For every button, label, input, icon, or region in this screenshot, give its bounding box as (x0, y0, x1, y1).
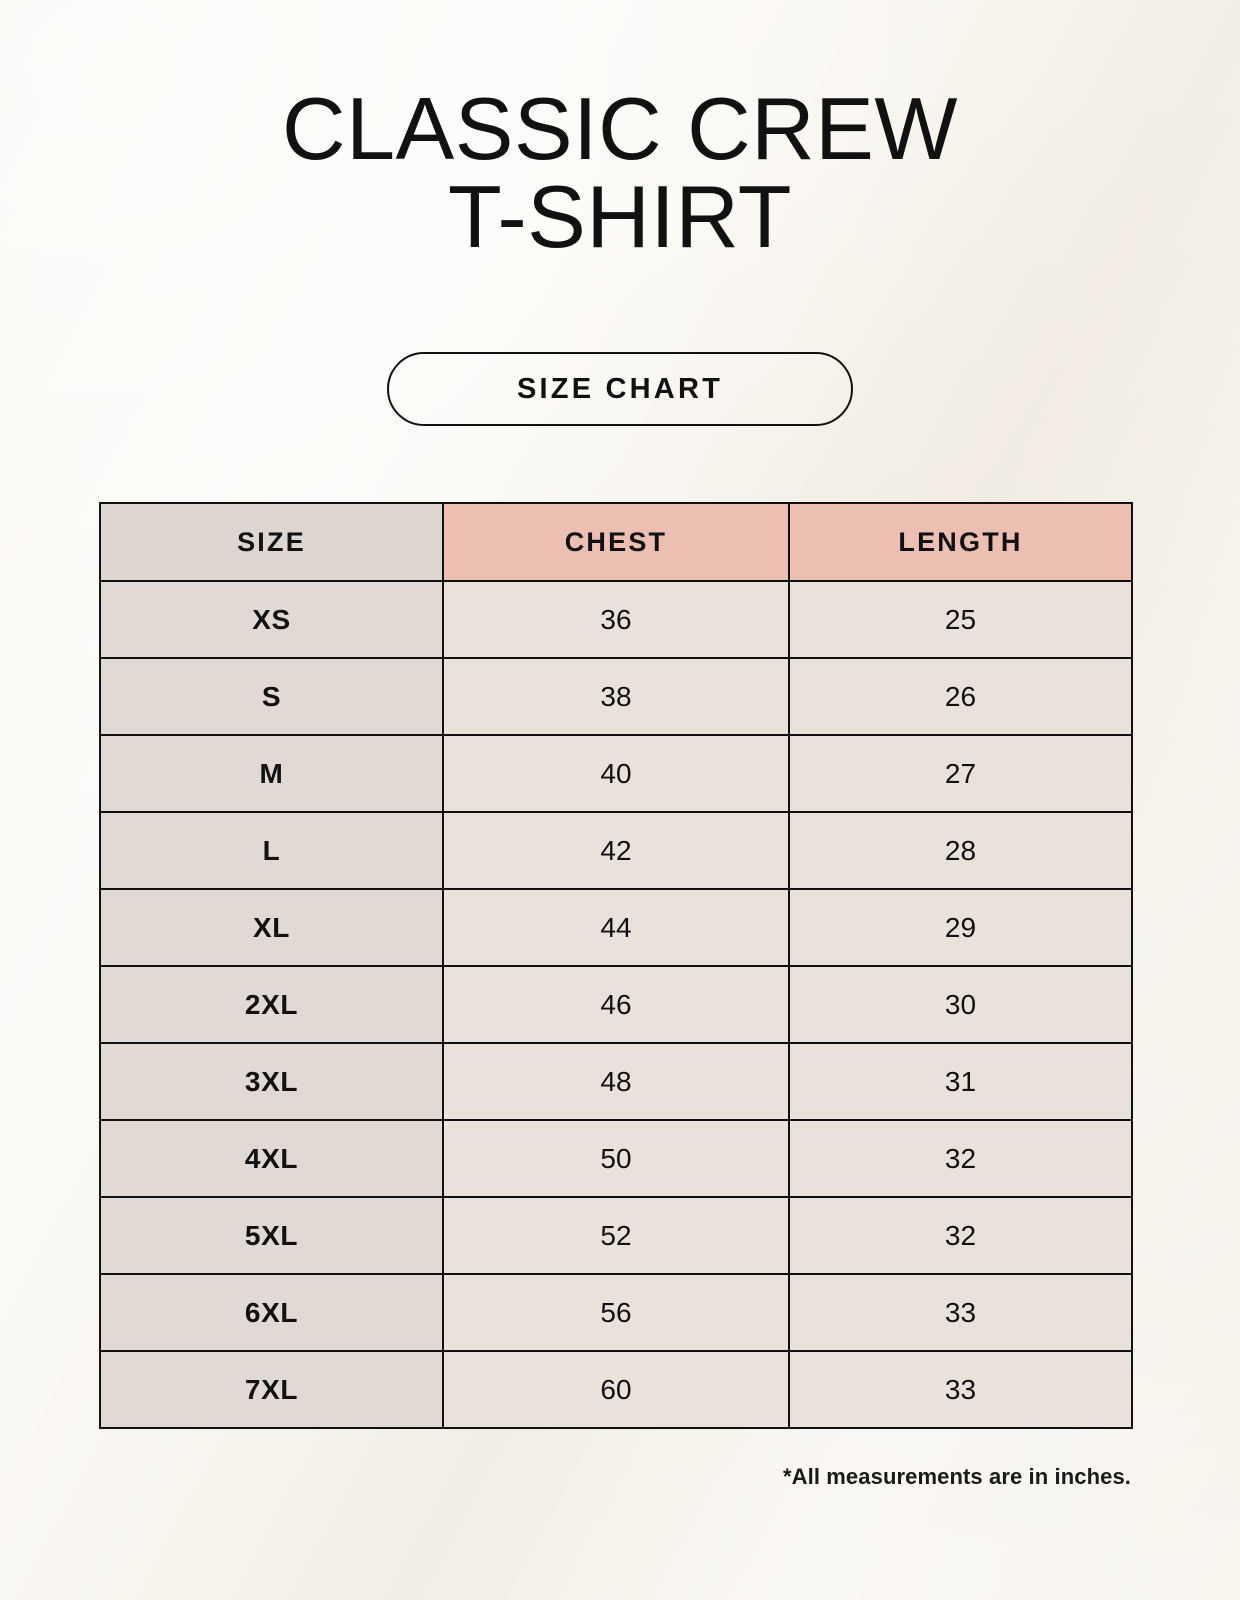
cell-size: 5XL (99, 1196, 444, 1275)
cell-length: 31 (788, 1042, 1133, 1121)
page-title: CLASSIC CREW T-SHIRT (282, 79, 958, 266)
cell-length: 32 (788, 1119, 1133, 1198)
size-chart-badge: SIZE CHART (387, 352, 853, 426)
cell-size: 4XL (99, 1119, 444, 1198)
cell-length: 32 (788, 1196, 1133, 1275)
cell-size: S (99, 657, 444, 736)
column-header-chest: CHEST (442, 502, 790, 582)
column-header-size: SIZE (99, 502, 444, 582)
cell-size: M (99, 734, 444, 813)
cell-chest: 36 (442, 580, 790, 659)
cell-length: 33 (788, 1350, 1133, 1429)
table-body: XS 36 25 S 38 26 M 40 27 L 42 28 XL 44 (99, 580, 1133, 1429)
cell-size: 2XL (99, 965, 444, 1044)
cell-chest: 46 (442, 965, 790, 1044)
cell-size: XS (99, 580, 444, 659)
cell-length: 27 (788, 734, 1133, 813)
size-chart-badge-container: SIZE CHART (0, 352, 1240, 426)
cell-chest: 52 (442, 1196, 790, 1275)
column-header-length: LENGTH (788, 502, 1133, 582)
cell-chest: 60 (442, 1350, 790, 1429)
cell-size: 7XL (99, 1350, 444, 1429)
measurement-footnote: *All measurements are in inches. (782, 1464, 1131, 1489)
cell-size: 6XL (99, 1273, 444, 1352)
cell-chest: 50 (442, 1119, 790, 1198)
cell-chest: 48 (442, 1042, 790, 1121)
table-row: 7XL 60 33 (99, 1350, 1133, 1429)
table-row: 6XL 56 33 (99, 1273, 1133, 1352)
cell-size: L (99, 811, 444, 890)
cell-size: 3XL (99, 1042, 444, 1121)
cell-length: 25 (788, 580, 1133, 659)
table-row: 2XL 46 30 (99, 965, 1133, 1044)
table-header-row: SIZE CHEST LENGTH (99, 502, 1133, 582)
cell-chest: 40 (442, 734, 790, 813)
table-row: 5XL 52 32 (99, 1196, 1133, 1275)
cell-chest: 38 (442, 657, 790, 736)
table-header: SIZE CHEST LENGTH (99, 502, 1133, 582)
table-row: M 40 27 (99, 734, 1133, 813)
cell-size: XL (99, 888, 444, 967)
table-row: S 38 26 (99, 657, 1133, 736)
cell-chest: 44 (442, 888, 790, 967)
cell-length: 29 (788, 888, 1133, 967)
cell-chest: 42 (442, 811, 790, 890)
table-row: 3XL 48 31 (99, 1042, 1133, 1121)
table-row: XL 44 29 (99, 888, 1133, 967)
cell-length: 26 (788, 657, 1133, 736)
table-row: 4XL 50 32 (99, 1119, 1133, 1198)
cell-length: 28 (788, 811, 1133, 890)
size-chart-table: SIZE CHEST LENGTH XS 36 25 S 38 26 M 40 … (99, 502, 1133, 1429)
cell-length: 30 (788, 965, 1133, 1044)
table-row: XS 36 25 (99, 580, 1133, 659)
table-row: L 42 28 (99, 811, 1133, 890)
cell-length: 33 (788, 1273, 1133, 1352)
cell-chest: 56 (442, 1273, 790, 1352)
